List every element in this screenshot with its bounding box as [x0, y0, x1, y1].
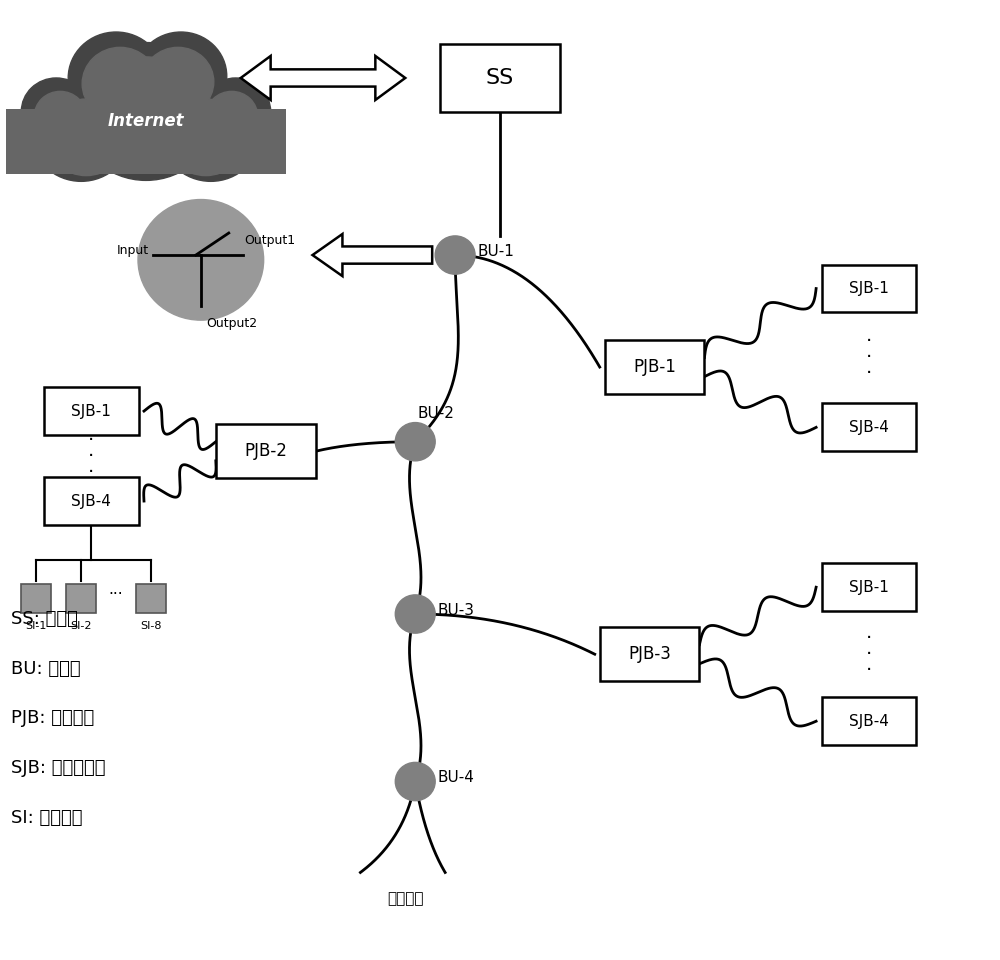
- Text: SJB: 次级接騳盒: SJB: 次级接騳盒: [11, 759, 106, 778]
- Circle shape: [21, 78, 91, 145]
- Text: 更多节点: 更多节点: [387, 892, 424, 906]
- Text: Input: Input: [117, 244, 149, 256]
- Text: SJB-4: SJB-4: [71, 493, 111, 509]
- Circle shape: [86, 57, 206, 172]
- Text: SI: 科学仪器: SI: 科学仪器: [11, 809, 83, 827]
- Text: BU: 分支器: BU: 分支器: [11, 660, 81, 678]
- FancyBboxPatch shape: [605, 340, 704, 394]
- Text: BU-1: BU-1: [477, 244, 514, 259]
- FancyBboxPatch shape: [822, 697, 916, 745]
- Circle shape: [161, 85, 261, 181]
- Text: SI-1: SI-1: [26, 621, 47, 631]
- FancyBboxPatch shape: [44, 477, 139, 525]
- Text: PJB: 主接騳盒: PJB: 主接騳盒: [11, 709, 95, 728]
- Circle shape: [138, 200, 264, 320]
- FancyBboxPatch shape: [66, 585, 96, 613]
- Text: ·
·
·: · · ·: [866, 332, 872, 383]
- Text: PJB-2: PJB-2: [244, 443, 287, 460]
- FancyBboxPatch shape: [216, 424, 316, 478]
- Polygon shape: [241, 56, 405, 100]
- Text: SJB-4: SJB-4: [849, 420, 889, 435]
- Text: PJB-3: PJB-3: [628, 645, 671, 663]
- FancyBboxPatch shape: [44, 387, 139, 435]
- FancyBboxPatch shape: [600, 628, 699, 681]
- Text: SJB-1: SJB-1: [849, 281, 889, 296]
- Text: SS: 岇基站: SS: 岇基站: [11, 610, 78, 628]
- Text: ...: ...: [109, 582, 123, 596]
- Circle shape: [395, 595, 435, 634]
- Circle shape: [46, 99, 126, 176]
- FancyBboxPatch shape: [822, 564, 916, 612]
- Text: SJB-1: SJB-1: [849, 580, 889, 594]
- Text: ·
·
·: · · ·: [88, 431, 94, 482]
- Circle shape: [34, 91, 86, 141]
- Text: SI-8: SI-8: [140, 621, 162, 631]
- Circle shape: [142, 47, 214, 116]
- Circle shape: [82, 47, 158, 120]
- Text: PJB-1: PJB-1: [633, 358, 676, 376]
- Text: Output2: Output2: [206, 317, 257, 330]
- FancyBboxPatch shape: [822, 403, 916, 451]
- Circle shape: [166, 99, 246, 176]
- Text: SJB-1: SJB-1: [71, 403, 111, 419]
- Text: SI-2: SI-2: [70, 621, 92, 631]
- Text: BU-2: BU-2: [417, 406, 454, 420]
- Polygon shape: [313, 234, 432, 276]
- Circle shape: [68, 32, 164, 124]
- FancyBboxPatch shape: [440, 43, 560, 112]
- Circle shape: [74, 42, 218, 180]
- Text: BU-3: BU-3: [437, 603, 474, 617]
- FancyBboxPatch shape: [21, 585, 51, 613]
- FancyBboxPatch shape: [136, 585, 166, 613]
- Text: BU-4: BU-4: [437, 770, 474, 785]
- Circle shape: [395, 762, 435, 801]
- Circle shape: [31, 85, 131, 181]
- Circle shape: [435, 236, 475, 275]
- Bar: [6, 108, 286, 174]
- Circle shape: [135, 32, 227, 120]
- Text: ·
·
·: · · ·: [866, 629, 872, 680]
- Circle shape: [395, 422, 435, 461]
- Text: SJB-4: SJB-4: [849, 713, 889, 729]
- Text: Internet: Internet: [108, 112, 184, 130]
- Text: Output1: Output1: [245, 234, 296, 247]
- Text: SS: SS: [486, 68, 514, 88]
- Circle shape: [206, 91, 258, 141]
- Circle shape: [201, 78, 271, 145]
- FancyBboxPatch shape: [822, 265, 916, 313]
